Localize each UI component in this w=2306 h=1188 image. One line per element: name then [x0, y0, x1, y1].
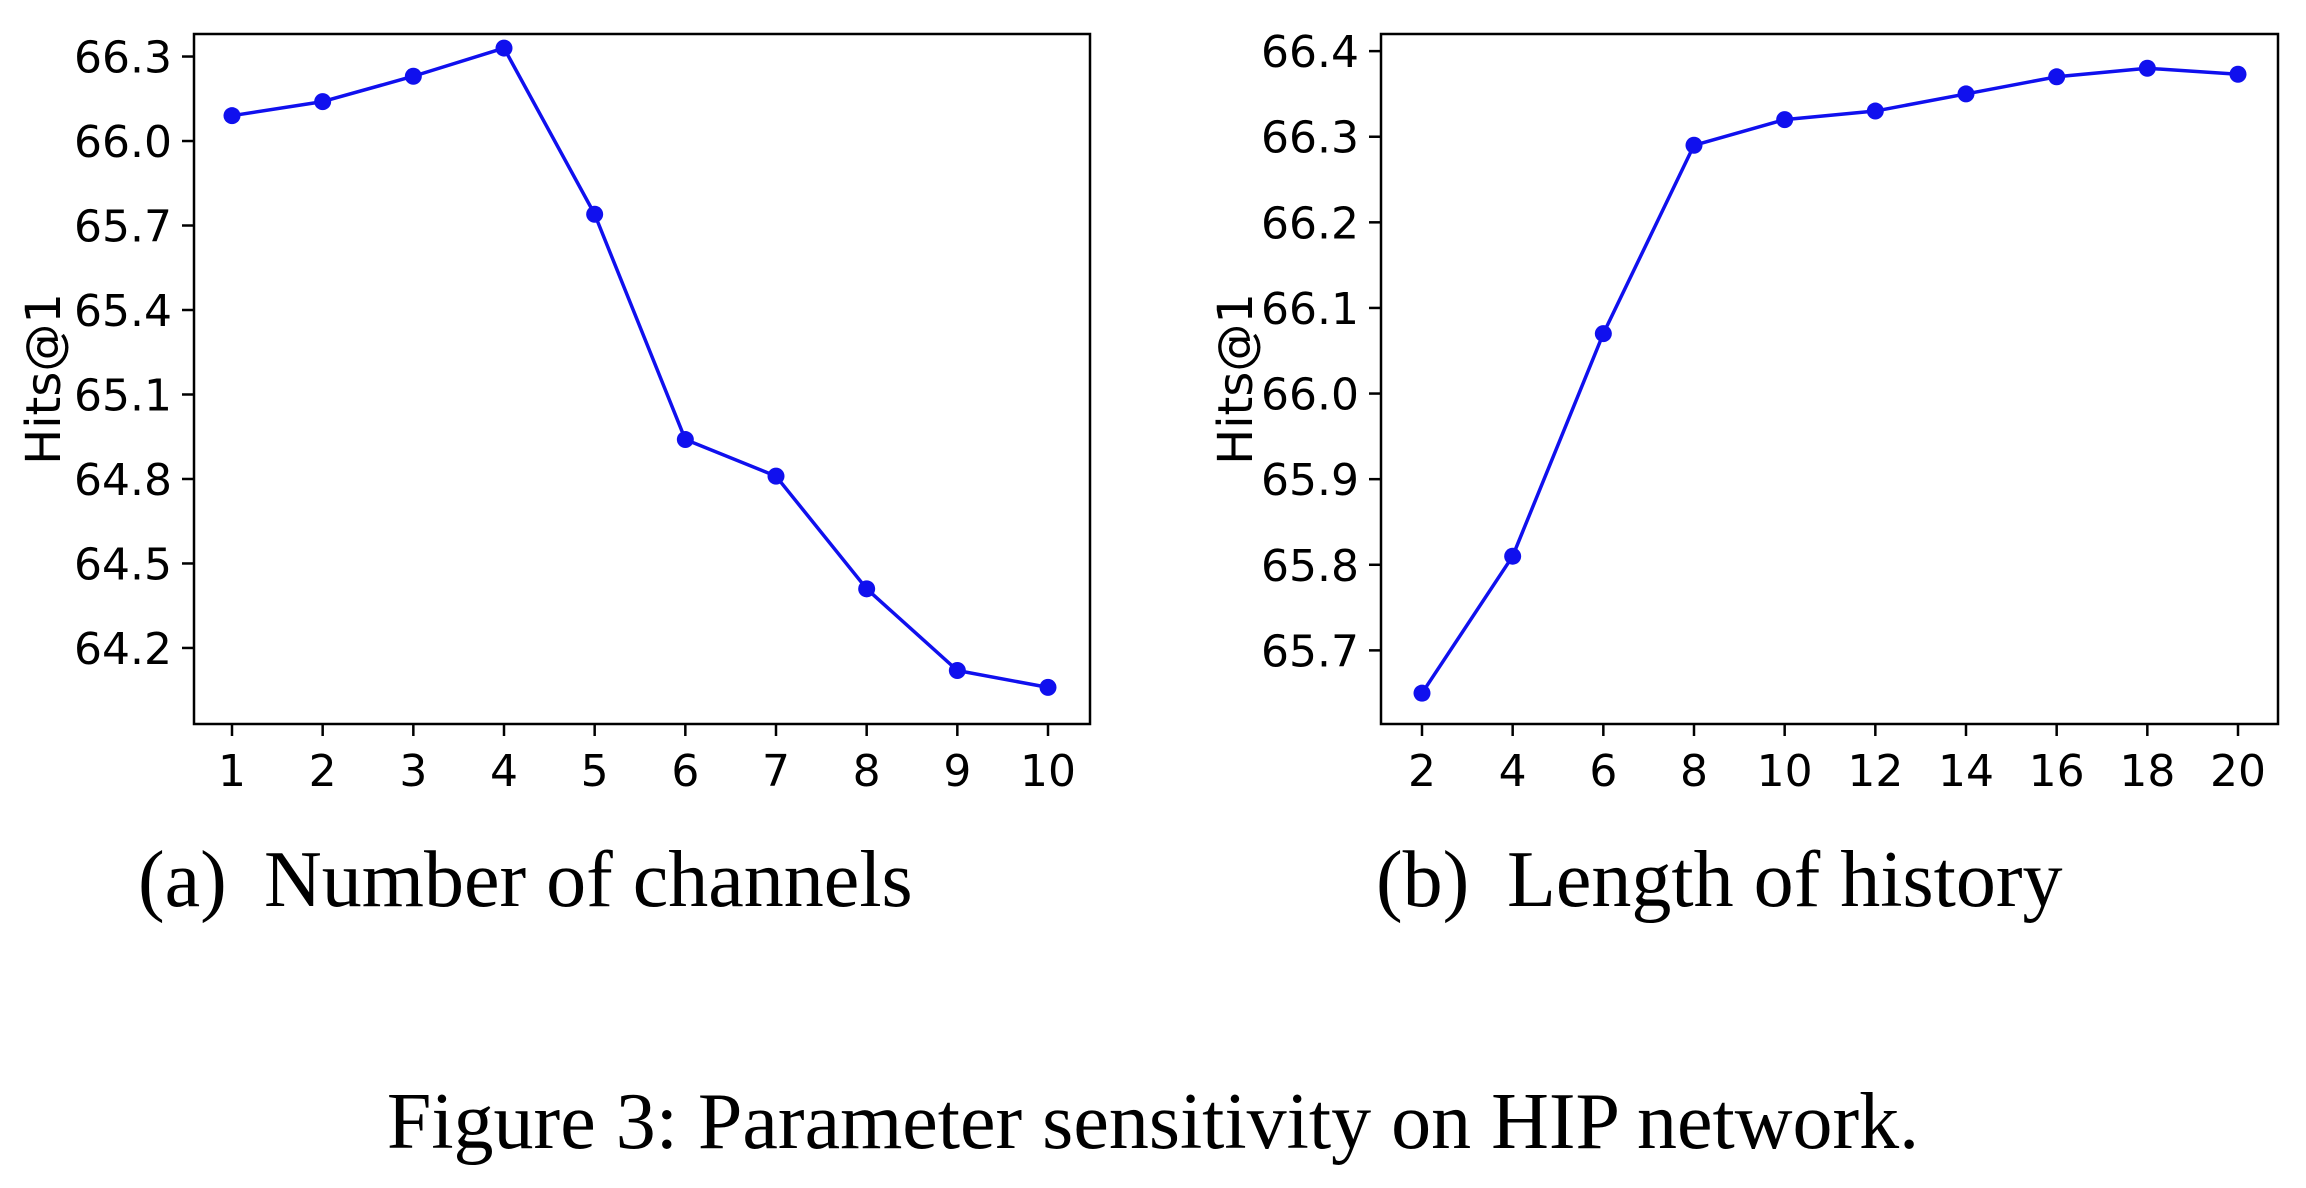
y-tick-label: 65.1	[74, 370, 172, 421]
data-point	[586, 205, 604, 223]
x-tick-label: 8	[1680, 746, 1708, 797]
x-tick-label: 7	[762, 746, 790, 797]
subcaption-tag: (a)	[138, 836, 227, 924]
data-point	[2138, 59, 2156, 77]
y-tick-label: 64.5	[74, 539, 172, 590]
data-point	[1776, 111, 1794, 129]
series-line	[231, 46, 1049, 690]
data-point	[1039, 678, 1057, 696]
subcaption-tag: (b)	[1376, 836, 1469, 924]
y-tick-label: 64.2	[74, 624, 172, 675]
x-tick-label: 10	[1757, 746, 1813, 797]
y-tick-label: 66.0	[1261, 370, 1359, 421]
data-point	[1685, 136, 1703, 154]
data-point	[314, 93, 332, 111]
x-tick-label: 6	[1589, 746, 1617, 797]
x-tick-label: 18	[2119, 746, 2175, 797]
x-tick-label: 10	[1020, 746, 1076, 797]
figure-caption: Figure 3: Parameter sensitivity on HIP n…	[387, 1078, 1919, 1166]
series-line	[1420, 66, 2239, 695]
y-tick-label: 65.4	[74, 286, 172, 337]
y-axis-label: Hits@1	[16, 293, 72, 465]
x-tick-label: 20	[2210, 746, 2266, 797]
x-tick-label: 12	[1847, 746, 1903, 797]
x-tick-label: 3	[399, 746, 427, 797]
y-tick-label: 66.3	[74, 33, 172, 84]
x-tick-label: 16	[2029, 746, 2085, 797]
y-tick-label: 66.3	[1261, 113, 1359, 164]
data-point	[2048, 68, 2066, 86]
data-point	[1504, 547, 1522, 565]
data-point	[404, 67, 422, 85]
x-tick-label: 2	[309, 746, 337, 797]
chart-number-of-channels: 1 2 3 4 5 6 7 8 9 10 64.2 64.5 64.8 65.1 65.4 65.7 66.0 6…	[16, 32, 1092, 924]
x-tick-label: 4	[490, 746, 518, 797]
data-point	[767, 467, 785, 485]
subcaption-text: Number of channels	[264, 836, 913, 924]
data-point	[1413, 684, 1431, 702]
data-point	[858, 580, 876, 598]
y-tick-label: 65.8	[1261, 541, 1359, 592]
data-point	[495, 39, 513, 57]
y-tick-label: 66.4	[1261, 27, 1359, 78]
data-point	[676, 431, 694, 449]
x-tick-label: 1	[218, 746, 246, 797]
data-point	[223, 107, 241, 125]
x-tick-label: 5	[581, 746, 609, 797]
data-point	[1866, 102, 1884, 120]
chart-length-of-history: 2 4 6 8 10 12 14 16 18 20 65.7 65.8 65.9 66.0 66.1 66.2…	[1208, 27, 2280, 924]
y-tick-label: 66.1	[1261, 284, 1359, 335]
data-point	[1594, 325, 1612, 343]
y-tick-label: 65.7	[74, 202, 172, 253]
y-tick-label: 65.9	[1261, 455, 1359, 506]
y-tick-label: 64.8	[74, 455, 172, 506]
y-tick-label: 65.7	[1261, 626, 1359, 677]
y-axis-label: Hits@1	[1208, 293, 1264, 465]
plot-frame	[1379, 32, 2280, 726]
y-tick-label: 66.2	[1261, 198, 1359, 249]
data-point	[948, 661, 966, 679]
x-tick-label: 6	[671, 746, 699, 797]
x-tick-label: 9	[943, 746, 971, 797]
subcaption-text: Length of history	[1507, 836, 2062, 924]
data-point	[2229, 65, 2247, 83]
data-point	[1957, 85, 1975, 103]
x-tick-label: 4	[1499, 746, 1527, 797]
x-tick-label: 2	[1408, 746, 1436, 797]
y-tick-label: 66.0	[74, 117, 172, 168]
x-tick-label: 8	[853, 746, 881, 797]
x-tick-label: 14	[1938, 746, 1994, 797]
plot-frame	[192, 32, 1092, 726]
